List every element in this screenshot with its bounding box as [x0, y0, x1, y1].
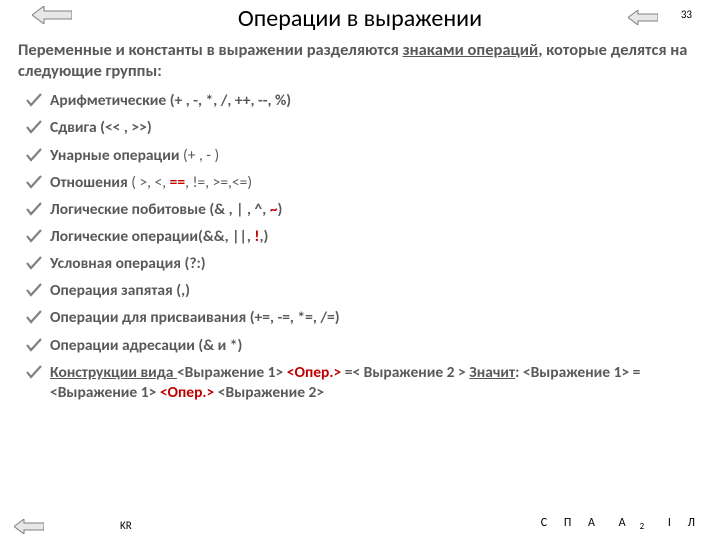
operations-list: Арифметические (+ , -, *, /, ++, --, %) …: [18, 91, 702, 403]
footer-letters: С П А А2 I Л: [534, 516, 702, 532]
kr-label: KR: [120, 519, 132, 532]
list-item: Арифметические (+ , -, *, /, ++, --, %): [22, 91, 702, 111]
check-icon: [26, 202, 42, 222]
page-title: Операции в выражении: [18, 4, 702, 33]
list-item: Условная операция (?:): [22, 254, 702, 274]
check-icon: [26, 175, 42, 195]
list-item: Операции адресации (& и *): [22, 336, 702, 356]
check-icon: [26, 283, 42, 303]
list-item: Отношения ( >, <, ==, !=, >=,<=): [22, 173, 702, 193]
check-icon: [26, 338, 42, 358]
list-item: Логические побитовые (& , | , ^, ~): [22, 200, 702, 220]
page-number: 33: [681, 8, 692, 21]
check-icon: [26, 93, 42, 113]
check-icon: [26, 365, 42, 385]
list-item: Унарные операции (+ , - ): [22, 146, 702, 166]
list-item: Логические операции(&&, ||, !,): [22, 227, 702, 247]
intro-text: Переменные и константы в выражении разде…: [18, 40, 702, 81]
check-icon: [26, 229, 42, 249]
back-arrow-top-right[interactable]: [628, 10, 658, 25]
check-icon: [26, 310, 42, 330]
check-icon: [26, 256, 42, 276]
list-item: Конструкции вида <Выражение 1> <Опер.> =…: [22, 363, 702, 403]
check-icon: [26, 148, 42, 168]
list-item: Операции для присваивания (+=, -=, *=, /…: [22, 308, 702, 328]
back-arrow-bottom[interactable]: [14, 519, 44, 534]
list-item: Операция запятая (,): [22, 281, 702, 301]
check-icon: [26, 120, 42, 140]
list-item: Сдвига (<< , >>): [22, 118, 702, 138]
